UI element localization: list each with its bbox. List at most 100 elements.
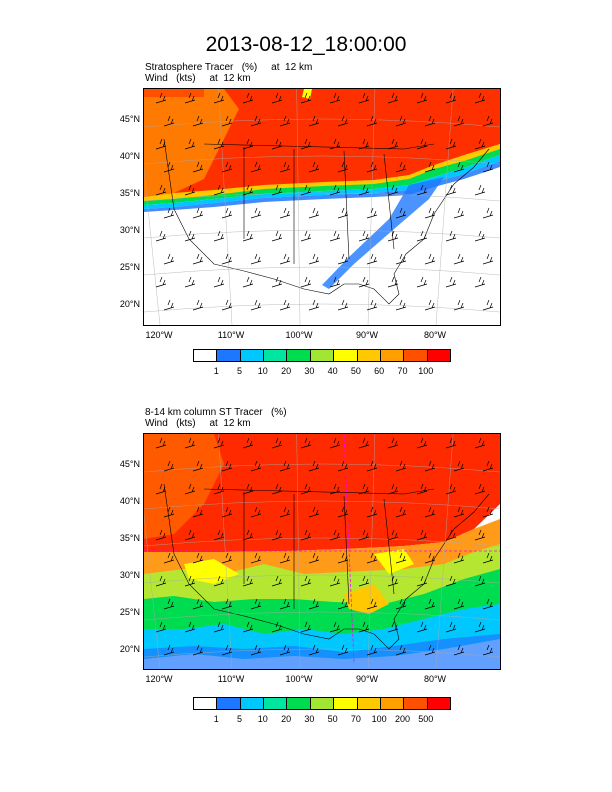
wind-barb [250, 253, 262, 265]
wind-barb [279, 552, 291, 564]
wind-barb [184, 483, 196, 495]
wind-barb [242, 529, 254, 541]
colorbar-label: 20 [281, 366, 292, 376]
wind-barb [163, 552, 175, 564]
wind-barb [387, 138, 399, 150]
colorbar-swatch [380, 698, 405, 709]
wind-barb [155, 230, 167, 242]
wind-barb [445, 483, 457, 495]
longitude-tick-label: 100°W [285, 674, 313, 684]
wind-barb [155, 483, 167, 495]
wind-barb [163, 598, 175, 610]
colorbar-swatch [264, 698, 288, 709]
wind-barb [163, 460, 175, 472]
colorbar-label: 70 [350, 714, 361, 724]
wind-barb [416, 437, 428, 449]
latitude-tick-label: 30°N [119, 570, 140, 580]
wind-barb [482, 161, 494, 173]
wind-barb [308, 207, 320, 219]
longitude-tick-label: 110°W [217, 674, 245, 684]
wind-barb [300, 575, 312, 587]
wind-barb [453, 598, 465, 610]
wind-barb [221, 644, 233, 656]
wind-barb [308, 253, 320, 265]
wind-barb [192, 552, 204, 564]
colorbar-swatch [240, 698, 265, 709]
colorbar-label: 5 [237, 714, 243, 724]
wind-barb [474, 437, 486, 449]
wind-barb [329, 529, 341, 541]
wind-barb [250, 161, 262, 173]
wind-barb [337, 460, 349, 472]
wind-barb [279, 506, 291, 518]
wind-barb [279, 644, 291, 656]
wind-barb [213, 529, 225, 541]
wind-barb [416, 230, 428, 242]
wind-barb [163, 644, 175, 656]
wind-barb [250, 552, 262, 564]
wind-barb [445, 621, 457, 633]
wind-barb [163, 115, 175, 127]
wind-barb [366, 207, 378, 219]
wind-barb [387, 621, 399, 633]
wind-barb [271, 138, 283, 150]
colorbar-swatch [194, 350, 218, 361]
wind-barb [155, 529, 167, 541]
wind-barb [387, 230, 399, 242]
latitude-tick-label: 40°N [119, 151, 140, 161]
wind-barb [337, 506, 349, 518]
wind-barb [337, 299, 349, 311]
colorbar-swatch [427, 350, 450, 361]
latitude-tick-label: 20°N [119, 299, 140, 309]
wind-barb [416, 276, 428, 288]
longitude-gridline [296, 89, 301, 325]
wind-barb [395, 115, 407, 127]
wind-barb [453, 207, 465, 219]
wind-barb [184, 138, 196, 150]
wind-barb [424, 644, 436, 656]
wind-barb [329, 184, 341, 196]
wind-barb [474, 529, 486, 541]
longitude-gridline [218, 89, 233, 325]
wind-barb [474, 276, 486, 288]
wind-barb [184, 575, 196, 587]
wind-barb [329, 575, 341, 587]
wind-barb [395, 253, 407, 265]
wind-barb [474, 230, 486, 242]
longitude-tick-label: 90°W [355, 330, 379, 340]
wind-barb [271, 621, 283, 633]
wind-barb [416, 529, 428, 541]
wind-barb [221, 207, 233, 219]
wind-barb [213, 276, 225, 288]
wind-barb [387, 529, 399, 541]
latitude-tick-label: 45°N [119, 459, 140, 469]
wind-barb [482, 253, 494, 265]
wind-barb [445, 437, 457, 449]
wind-barb [271, 276, 283, 288]
colorbar-label: 1 [213, 366, 219, 376]
latitude-tick-label: 35°N [119, 533, 140, 543]
wind-barb [453, 253, 465, 265]
wind-barb [221, 460, 233, 472]
wind-barb [453, 299, 465, 311]
wind-barb [300, 138, 312, 150]
wind-barb [329, 230, 341, 242]
latitude-tick-label: 30°N [119, 225, 140, 235]
wind-barb [416, 184, 428, 196]
wind-barb [242, 92, 254, 104]
wind-barb [308, 644, 320, 656]
wind-barb [221, 253, 233, 265]
colorbar-label: 40 [327, 366, 338, 376]
wind-barb [184, 437, 196, 449]
colorbar-label: 500 [418, 714, 434, 724]
wind-barb [213, 483, 225, 495]
wind-barb [271, 92, 283, 104]
wind-barb [155, 92, 167, 104]
colorbar-label: 60 [374, 366, 385, 376]
latitude-gridline [144, 463, 500, 473]
wind-barb [279, 253, 291, 265]
colorbar-swatch [380, 350, 405, 361]
wind-barb [337, 207, 349, 219]
wind-barb [366, 161, 378, 173]
wind-barb [300, 92, 312, 104]
